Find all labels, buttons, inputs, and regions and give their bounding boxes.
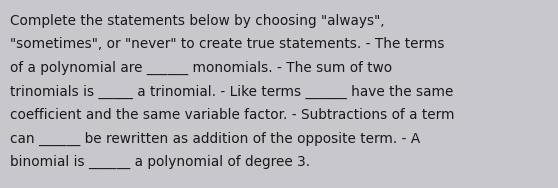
Text: trinomials is _____ a trinomial. - Like terms ______ have the same: trinomials is _____ a trinomial. - Like …	[10, 84, 453, 99]
Text: Complete the statements below by choosing "always",: Complete the statements below by choosin…	[10, 14, 384, 28]
Text: coefficient and the same variable factor. - Subtractions of a term: coefficient and the same variable factor…	[10, 108, 455, 122]
Text: "sometimes", or "never" to create true statements. - The terms: "sometimes", or "never" to create true s…	[10, 37, 445, 52]
Text: of a polynomial are ______ monomials. - The sum of two: of a polynomial are ______ monomials. - …	[10, 61, 392, 75]
Text: can ______ be rewritten as addition of the opposite term. - A: can ______ be rewritten as addition of t…	[10, 131, 420, 146]
Text: binomial is ______ a polynomial of degree 3.: binomial is ______ a polynomial of degre…	[10, 155, 310, 169]
